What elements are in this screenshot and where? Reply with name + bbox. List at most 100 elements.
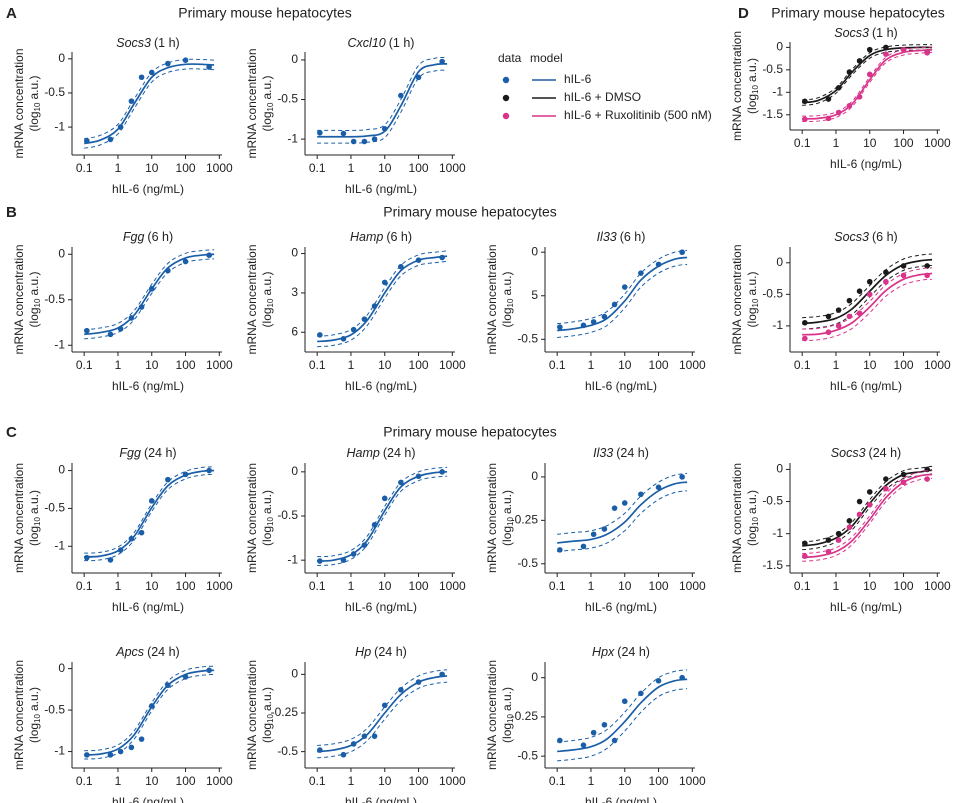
data-point <box>883 278 889 285</box>
ci-upper <box>317 250 448 337</box>
legend-title: data <box>498 51 522 65</box>
x-tick-label: 1000 <box>924 136 951 150</box>
data-point <box>900 263 907 269</box>
chart: Hamp (6 h) 0.1 1 10 100 1000 0 3 6 hIL-6 (ng/mL) mR… <box>245 230 466 393</box>
title-time: (6 h) <box>620 230 646 244</box>
model-line <box>84 469 215 558</box>
ci-upper <box>802 470 933 555</box>
unit-post: a.u.) <box>500 687 514 711</box>
data-point <box>679 249 685 256</box>
legend-dot <box>502 112 510 120</box>
y-axis-unit: (log10 a.u.) <box>27 490 42 546</box>
x-tick-label: 1000 <box>439 358 466 372</box>
chart-title: Il33 (24 h) <box>593 446 649 460</box>
data-point <box>165 476 171 483</box>
x-tick-label: 1000 <box>439 161 466 175</box>
data-point <box>638 690 644 697</box>
model-line <box>83 63 215 145</box>
ci-upper <box>802 253 933 319</box>
y-tick-label: 0 <box>776 462 783 476</box>
data-point <box>835 307 842 313</box>
unit-post: a.u.) <box>27 76 41 100</box>
unit-pre: (log <box>260 111 274 131</box>
ci-upper <box>317 669 448 746</box>
y-tick-label: 0 <box>58 661 65 675</box>
data-point <box>611 737 618 744</box>
data-point <box>340 336 347 342</box>
title-gene: Socs3 <box>834 26 869 40</box>
y-tick-label: -1 <box>54 744 65 758</box>
ci-lower <box>317 260 448 348</box>
data-point <box>148 703 155 709</box>
model-line <box>802 473 933 559</box>
x-tick-label: 1 <box>348 358 355 372</box>
data-point <box>317 332 323 338</box>
x-axis-label: hIL-6 (ng/mL) <box>830 600 902 614</box>
x-tick-label: 0.1 <box>76 161 93 175</box>
x-tick-label: 1000 <box>924 358 951 372</box>
data-point <box>924 263 930 269</box>
data-point <box>825 96 832 102</box>
x-tick-label: 10 <box>618 579 632 593</box>
x-tick-label: 1 <box>833 579 840 593</box>
ci-upper <box>802 267 933 330</box>
model-line <box>802 258 933 325</box>
title-time: (24 h) <box>374 645 407 659</box>
x-tick-label: 0.1 <box>76 358 93 372</box>
data-point <box>825 115 832 122</box>
y-axis-label: mRNA concentration <box>485 463 499 573</box>
model-line <box>557 678 688 753</box>
title-gene: Hp <box>355 645 371 659</box>
ci-lower <box>802 278 933 341</box>
title-gene: Socs3 <box>834 230 869 244</box>
data-point <box>107 557 114 563</box>
data-point <box>350 326 357 333</box>
chart: Fgg (6 h) 0.1 1 10 100 1000 0 -0.5 -1 hIL-6 (ng/mL… <box>12 230 233 393</box>
y-axis-unit: (log10 a.u.) <box>500 272 515 328</box>
ci-upper <box>802 44 933 101</box>
model-line <box>802 48 933 120</box>
y-axis-label: mRNA concentration <box>485 244 499 354</box>
chart: Il33 (24 h) 0.1 1 10 100 1000 0 -0.25 -0.5 hIL-6 (… <box>485 446 706 614</box>
x-tick-label: 100 <box>409 358 429 372</box>
data-point <box>415 473 422 480</box>
legend-label: hIL-6 + Ruxolitinib (500 nM) <box>564 108 712 122</box>
x-tick-label: 100 <box>176 774 196 788</box>
ci-lower <box>802 477 933 562</box>
title-time: (6 h) <box>872 230 898 244</box>
data-point <box>398 263 404 270</box>
x-tick-label: 0.1 <box>76 774 93 788</box>
data-point <box>924 272 930 279</box>
unit-sub: 10 <box>33 714 42 723</box>
data-point <box>900 479 907 486</box>
ci-lower <box>802 473 933 551</box>
title-time: (24 h) <box>617 645 650 659</box>
x-tick-label: 10 <box>863 358 877 372</box>
x-axis-label: hIL-6 (ng/mL) <box>112 795 184 803</box>
x-tick-label: 1 <box>833 136 840 150</box>
title-gene: Hamp <box>350 230 383 244</box>
ci-lower <box>317 681 448 759</box>
chart: Socs3 (6 h) 0.1 1 10 100 1000 0 -0.5 -1 hIL-6 (ng/… <box>730 230 951 393</box>
x-tick-label: 10 <box>378 161 392 175</box>
data-point <box>148 69 155 76</box>
data-point <box>371 733 378 739</box>
unit-sub: 10 <box>33 298 42 307</box>
data-point <box>84 554 90 561</box>
data-point <box>371 303 378 309</box>
x-tick-label: 100 <box>409 161 429 175</box>
ci-lower <box>557 263 688 339</box>
x-tick-label: 100 <box>409 579 429 593</box>
y-tick-label: -0.5 <box>762 287 783 301</box>
unit-post: a.u.) <box>260 687 274 711</box>
y-axis-unit: (log10 a.u.) <box>260 490 275 546</box>
x-tick-label: 100 <box>176 358 196 372</box>
y-tick-label: -0.5 <box>517 331 538 345</box>
data-point <box>846 102 853 109</box>
data-point <box>317 129 323 136</box>
data-point <box>361 733 368 739</box>
data-point <box>580 742 587 748</box>
x-tick-label: 1000 <box>679 579 706 593</box>
y-tick-label: -0.5 <box>44 501 65 515</box>
x-axis-label: hIL-6 (ng/mL) <box>585 600 657 614</box>
